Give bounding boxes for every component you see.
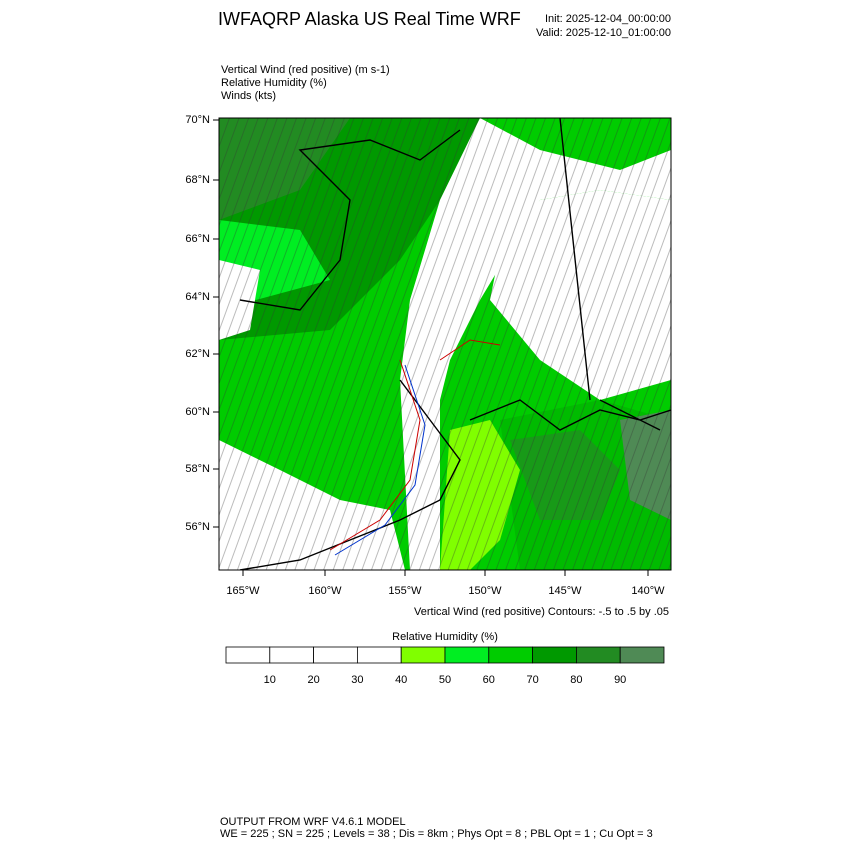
- lon-label: 155°W: [388, 585, 422, 597]
- colorbar-box: [576, 646, 621, 664]
- colorbar-box: [444, 646, 490, 664]
- lat-label: 68°N: [185, 174, 210, 186]
- lon-label: 160°W: [308, 585, 342, 597]
- colorbar-box: [225, 646, 271, 664]
- lon-label: 165°W: [226, 585, 260, 597]
- colorbar-box: [400, 646, 446, 664]
- colorbar-label: 80: [570, 674, 582, 686]
- map-field: [219, 118, 671, 570]
- colorbar-box: [488, 646, 533, 664]
- lat-label: 64°N: [185, 291, 210, 303]
- colorbar-label: 30: [351, 674, 363, 686]
- lat-label: 70°N: [185, 114, 210, 126]
- field-label: Winds (kts): [221, 90, 276, 102]
- colorbar-label: 60: [483, 674, 495, 686]
- lat-label: 58°N: [185, 463, 210, 475]
- field-label: Relative Humidity (%): [221, 77, 327, 89]
- colorbar-title: Relative Humidity (%): [392, 631, 498, 643]
- colorbar-box: [356, 646, 402, 664]
- lon-label: 140°W: [631, 585, 665, 597]
- colorbar-label: 90: [614, 674, 626, 686]
- colorbar-label: 20: [307, 674, 319, 686]
- colorbar-label: 40: [395, 674, 407, 686]
- colorbar-box: [269, 646, 314, 664]
- colorbar-box: [313, 646, 358, 664]
- footer-line: WE = 225 ; SN = 225 ; Levels = 38 ; Dis …: [220, 828, 653, 840]
- lat-label: 66°N: [185, 233, 210, 245]
- init-time: Init: 2025-12-04_00:00:00: [545, 13, 671, 25]
- lon-label: 150°W: [468, 585, 502, 597]
- lat-label: 62°N: [185, 348, 210, 360]
- map-frame: [218, 117, 672, 571]
- lat-label: 60°N: [185, 406, 210, 418]
- valid-time: Valid: 2025-12-10_01:00:00: [536, 27, 671, 39]
- lon-label: 145°W: [548, 585, 582, 597]
- contour-info: Vertical Wind (red positive) Contours: -…: [414, 606, 669, 618]
- colorbar-box: [532, 646, 577, 664]
- title: IWFAQRP Alaska US Real Time WRF: [218, 9, 521, 29]
- footer-line: OUTPUT FROM WRF V4.6.1 MODEL: [220, 816, 406, 828]
- lat-label: 56°N: [185, 521, 210, 533]
- colorbar-label: 10: [264, 674, 276, 686]
- field-label: Vertical Wind (red positive) (m s-1): [221, 64, 390, 76]
- colorbar-box: [619, 646, 665, 664]
- colorbar-label: 50: [439, 674, 451, 686]
- colorbar-label: 70: [526, 674, 538, 686]
